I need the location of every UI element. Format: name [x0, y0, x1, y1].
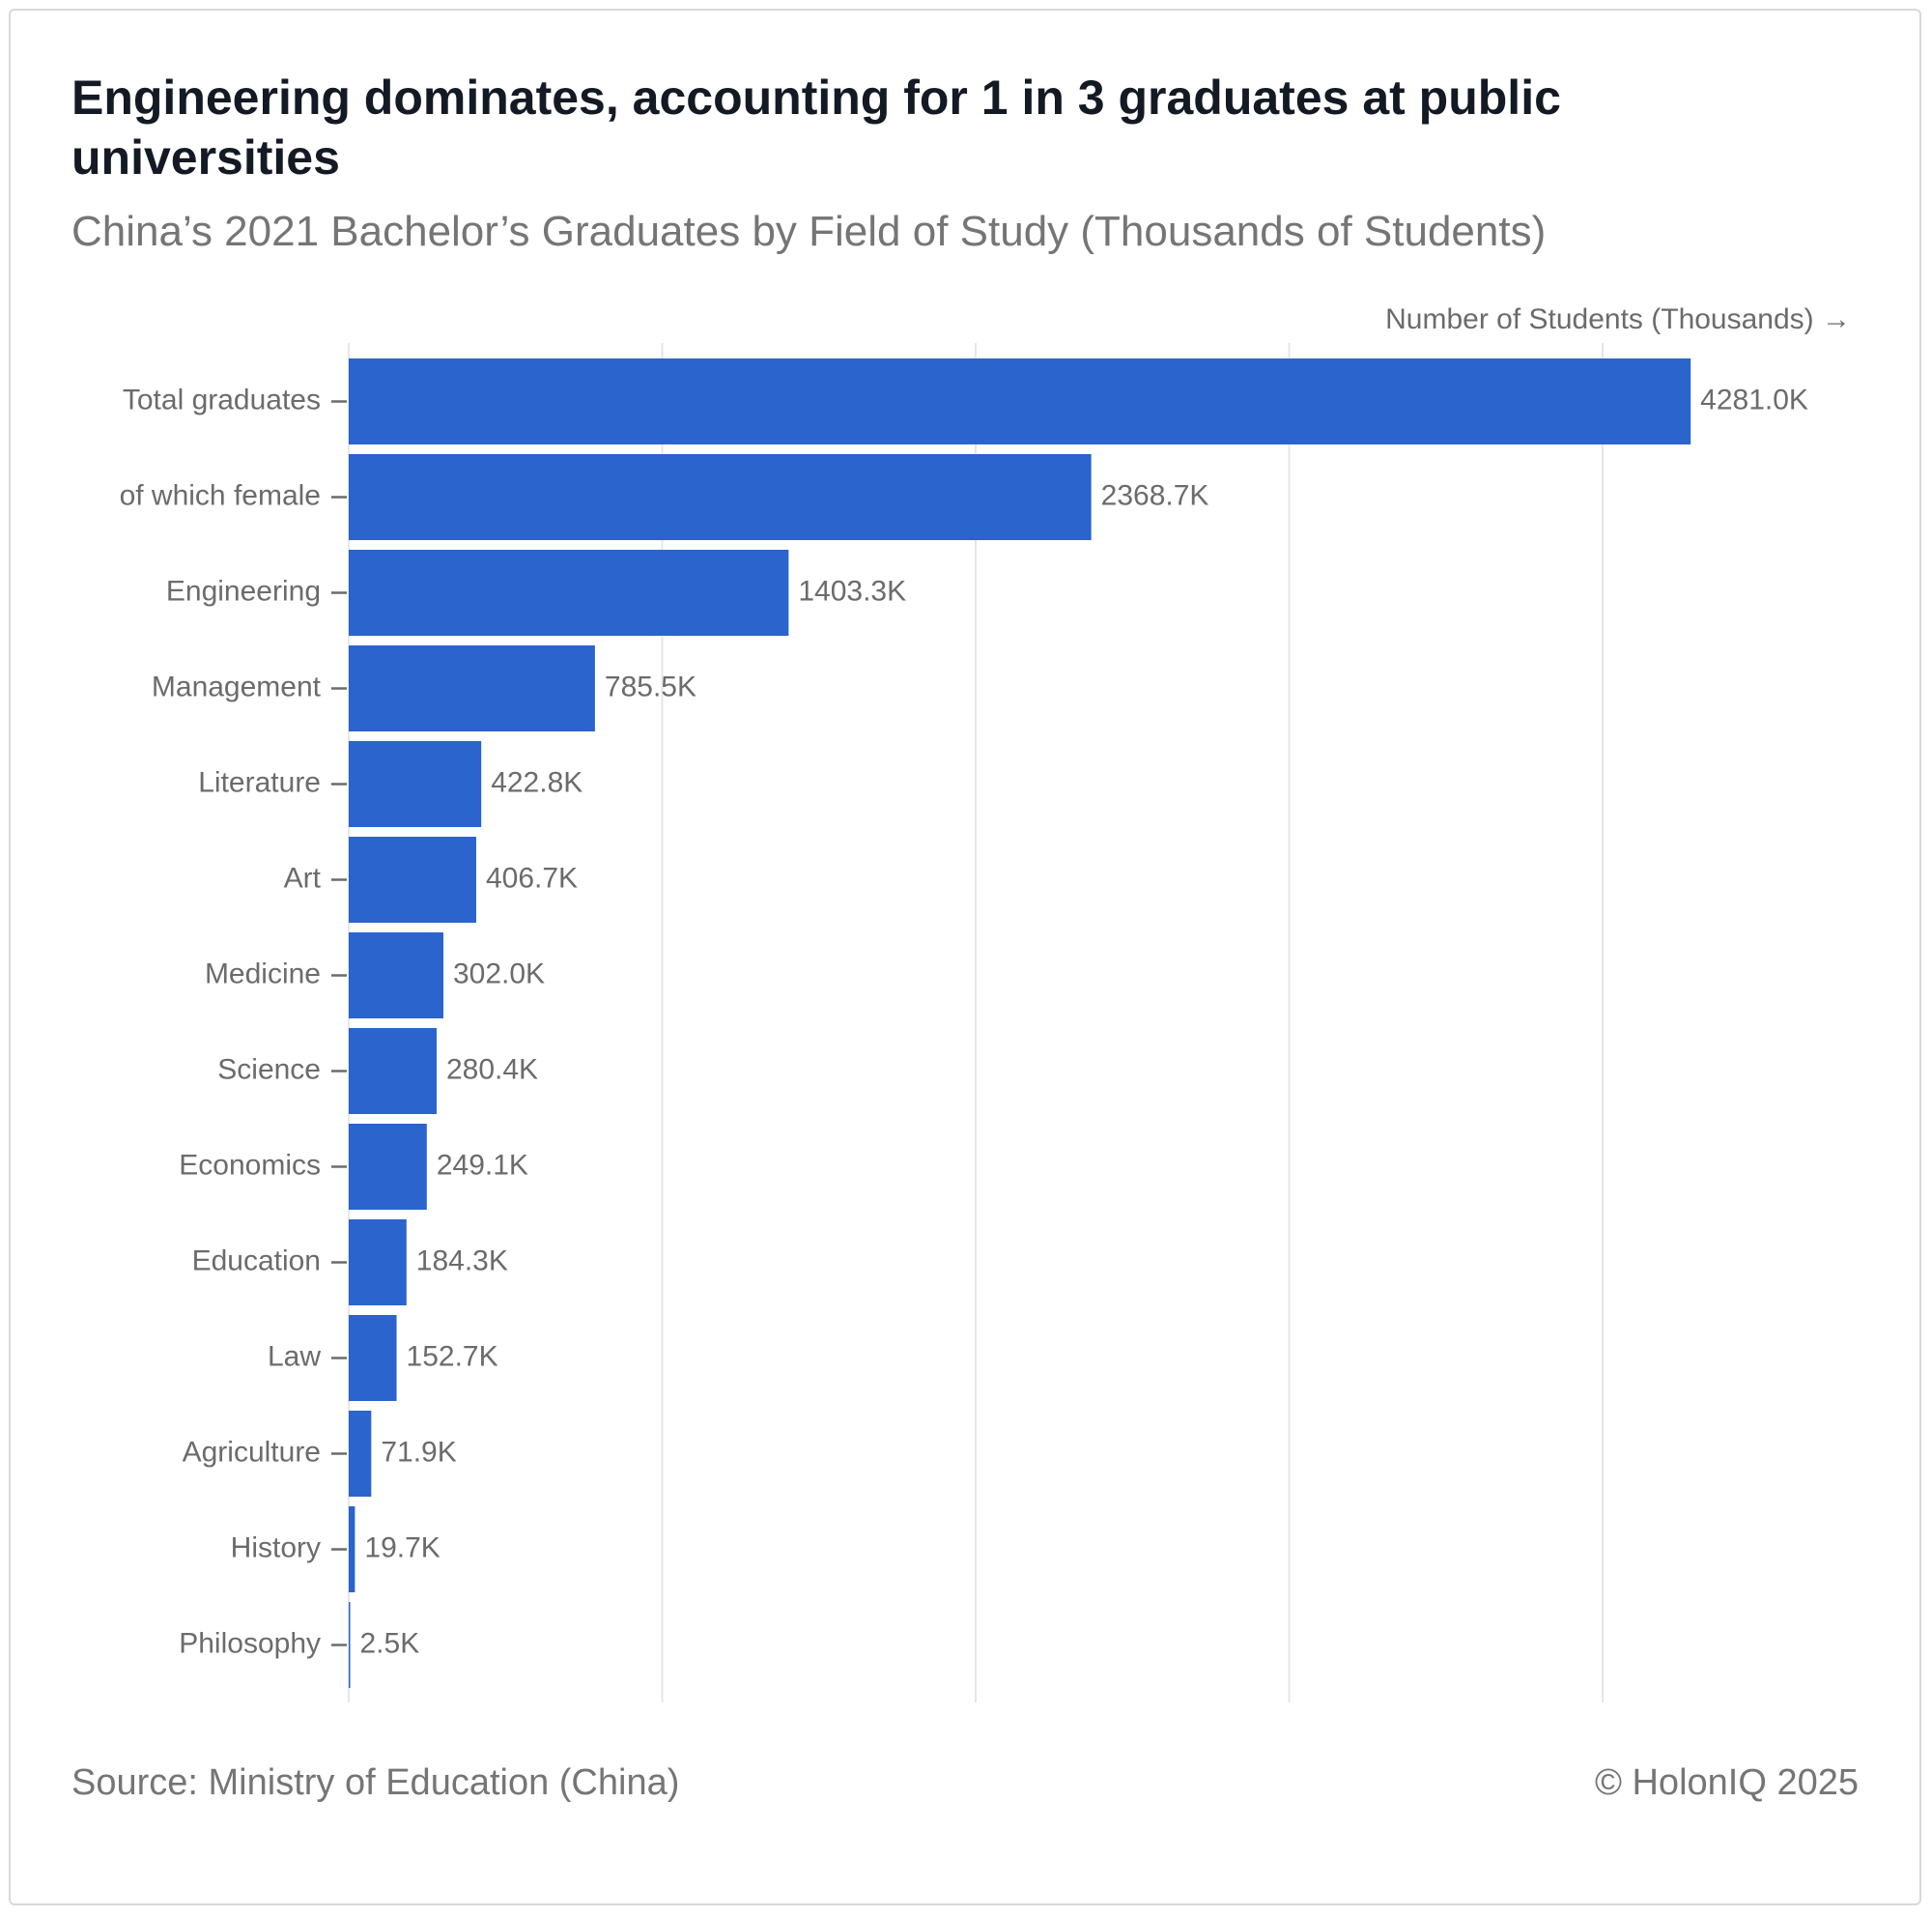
chart-title: Engineering dominates, accounting for 1 …	[71, 71, 1561, 185]
value-label: 302.0K	[453, 958, 545, 989]
bar-total-graduates	[349, 358, 1691, 444]
bar-agriculture	[349, 1411, 372, 1497]
value-label: 184.3K	[416, 1244, 508, 1276]
value-label: 406.7K	[486, 862, 578, 894]
category-label: Agriculture	[183, 1436, 321, 1468]
value-label: 785.5K	[605, 671, 696, 702]
bar-management	[349, 645, 595, 731]
value-label: 4281.0K	[1700, 384, 1808, 415]
category-label: Management	[152, 671, 322, 702]
bar-education	[349, 1219, 407, 1305]
bar-philosophy	[349, 1602, 351, 1688]
value-label: 19.7K	[364, 1531, 440, 1563]
bar-history	[349, 1506, 355, 1592]
x-axis-label: Number of Students (Thousands) →	[1385, 303, 1851, 335]
bar-art	[349, 837, 476, 923]
value-label: 280.4K	[446, 1053, 538, 1085]
bar-economics	[349, 1124, 427, 1210]
category-label: History	[231, 1531, 321, 1563]
copyright-note: © HolonIQ 2025	[1594, 1762, 1859, 1803]
labels: Total graduates 4281.0K of which female 236…	[120, 384, 1808, 1659]
category-label: Education	[192, 1244, 321, 1276]
value-label: 1403.3K	[798, 575, 906, 607]
y-axis-ticks	[331, 400, 347, 1646]
bar-science	[349, 1028, 437, 1114]
category-label: Literature	[198, 766, 321, 798]
value-label: 2368.7K	[1101, 479, 1209, 511]
value-label: 71.9K	[381, 1436, 456, 1468]
value-label: 152.7K	[407, 1340, 498, 1372]
category-label: Engineering	[166, 575, 321, 607]
bar-law	[349, 1315, 397, 1401]
value-label: 249.1K	[437, 1149, 528, 1181]
bar-of-which-female	[349, 454, 1092, 540]
category-label: Medicine	[205, 958, 321, 989]
category-label: Total graduates	[123, 384, 321, 415]
bar-medicine	[349, 932, 443, 1018]
value-label: 2.5K	[360, 1627, 420, 1659]
bar-engineering	[349, 550, 789, 636]
source-note: Source: Ministry of Education (China)	[71, 1762, 680, 1803]
grid-lines	[348, 343, 1604, 1702]
category-label: Science	[217, 1053, 321, 1085]
bars	[349, 358, 1691, 1688]
category-label: Philosophy	[179, 1627, 321, 1659]
bar-literature	[349, 741, 482, 827]
value-label: 422.8K	[491, 766, 582, 798]
category-label: Art	[284, 862, 322, 894]
category-label: Economics	[179, 1149, 321, 1181]
category-label: Law	[268, 1340, 321, 1372]
chart-subtitle: China’s 2021 Bachelor’s Graduates by Fie…	[71, 208, 1547, 255]
category-label: of which female	[120, 479, 321, 511]
